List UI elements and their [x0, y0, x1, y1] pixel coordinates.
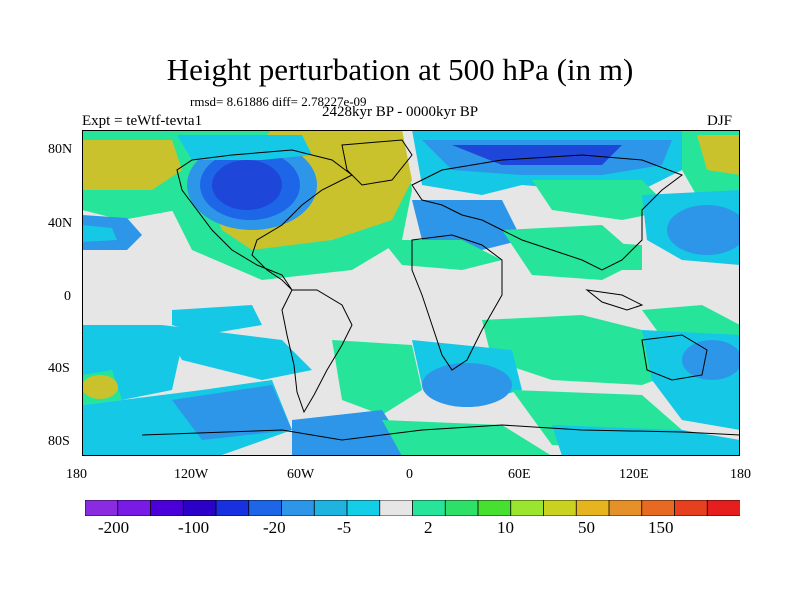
colorbar-swatch — [608, 499, 643, 517]
colorbar-label: -100 — [178, 518, 210, 537]
field-region — [482, 315, 682, 385]
colorbar-swatch — [510, 499, 545, 517]
y-tick-label: 40N — [48, 216, 73, 231]
period-label: 2428kyr BP - 0000kyr BP — [322, 104, 479, 120]
colorbar-swatch — [281, 499, 316, 517]
colorbar-swatch — [641, 499, 676, 517]
x-tick-label: 180 — [66, 467, 87, 482]
field-region — [682, 340, 740, 380]
field-region — [667, 205, 740, 255]
field-region — [562, 240, 642, 270]
x-tick-label: 120W — [174, 467, 209, 482]
field-region — [212, 160, 282, 210]
field-region — [412, 200, 522, 250]
chart-title: Height perturbation at 500 hPa (in m) — [166, 52, 634, 87]
y-tick-label: 40S — [48, 361, 70, 376]
field-region — [382, 420, 552, 456]
y-tick-label: 0 — [64, 289, 71, 304]
colorbar-label: -200 — [98, 518, 130, 537]
coastline-indonesia — [585, 289, 644, 311]
coastline-greenland — [341, 139, 413, 186]
field-region — [452, 145, 622, 165]
field-region — [82, 140, 182, 190]
colorbar-swatch — [150, 499, 185, 517]
season-label: DJF — [707, 113, 733, 129]
coastline-south-america — [281, 289, 353, 414]
colorbar-swatch — [248, 499, 283, 517]
map-plot — [82, 130, 740, 456]
coastline-africa — [411, 234, 503, 371]
x-tick-label: 120E — [619, 467, 649, 482]
colorbar-swatch — [313, 499, 348, 517]
field-region — [162, 325, 312, 380]
colorbar-swatch — [706, 499, 741, 517]
colorbar-svg — [84, 499, 741, 517]
y-tick-label: 80S — [48, 434, 70, 449]
colorbar-swatch — [215, 499, 250, 517]
field-region — [332, 340, 422, 415]
colorbar — [84, 499, 741, 517]
colorbar-swatch — [575, 499, 610, 517]
colorbar-label: 10 — [497, 518, 514, 537]
colorbar-swatch — [444, 499, 479, 517]
field-region — [172, 385, 292, 440]
field-region — [292, 410, 412, 456]
field-region — [697, 135, 740, 175]
colorbar-label: -20 — [263, 518, 286, 537]
colorbar-swatch — [674, 499, 709, 517]
colorbar-swatch — [346, 499, 381, 517]
experiment-label: Expt = teWtf-tevta1 — [82, 113, 203, 129]
colorbar-label: 2 — [424, 518, 433, 537]
field-region — [82, 375, 118, 399]
colorbar-swatch — [412, 499, 447, 517]
x-tick-label: 60E — [508, 467, 531, 482]
field-region — [82, 225, 117, 242]
coastline-antarctica — [141, 424, 740, 441]
field-region — [177, 135, 312, 160]
colorbar-swatch — [117, 499, 152, 517]
stats-label: rmsd= 8.61886 diff= 2.78227e-09 — [190, 94, 367, 109]
colorbar-swatch — [379, 499, 414, 517]
map-border — [82, 130, 740, 456]
colorbar-swatch — [477, 499, 512, 517]
colorbar-label: 50 — [578, 518, 595, 537]
colorbar-label: 150 — [648, 518, 674, 537]
coastline-australia — [641, 334, 708, 381]
colorbar-swatch — [182, 499, 217, 517]
y-tick-label: 80N — [48, 142, 73, 157]
coastline-north-america — [176, 149, 353, 291]
x-tick-label: 60W — [287, 467, 315, 482]
coastlines — [141, 139, 740, 441]
x-tick-label: 0 — [406, 467, 413, 482]
field-region — [422, 363, 512, 407]
field-region — [532, 180, 672, 220]
map-svg — [82, 130, 740, 456]
x-tick-label: 180 — [730, 467, 751, 482]
colorbar-label: -5 — [337, 518, 352, 537]
coastline-eurasia — [411, 154, 684, 271]
field-region — [172, 305, 262, 335]
colorbar-swatch — [84, 499, 119, 517]
colorbar-swatch — [543, 499, 578, 517]
